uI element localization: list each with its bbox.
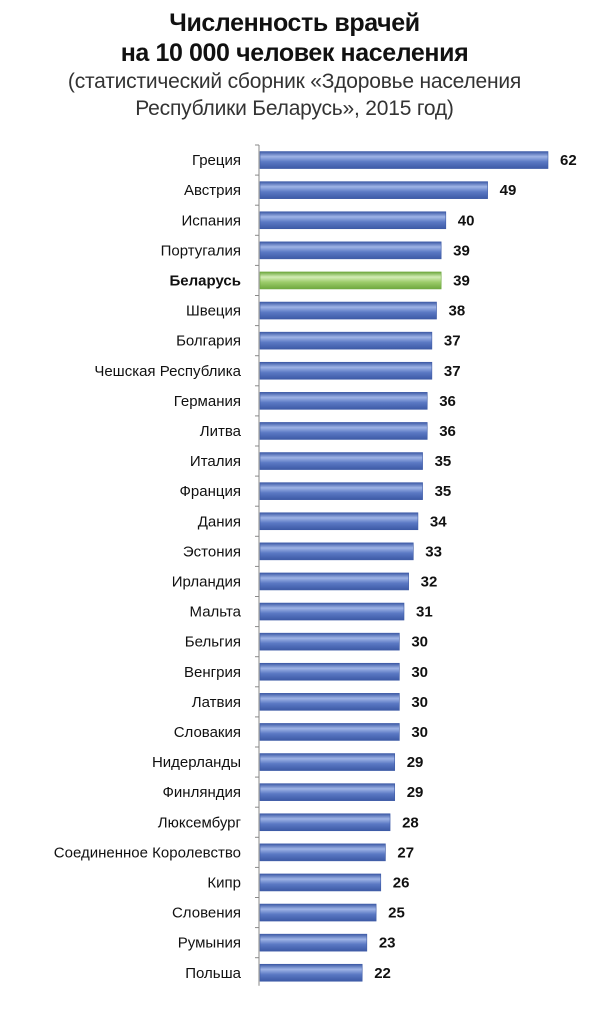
category-label: Латвия xyxy=(192,694,241,711)
category-label: Чешская Республика xyxy=(94,363,241,380)
category-label: Португалия xyxy=(161,242,241,259)
bar xyxy=(259,632,400,651)
category-label: Люксембург xyxy=(158,814,242,831)
bar xyxy=(259,241,442,260)
bar xyxy=(259,422,428,440)
bar xyxy=(259,662,400,681)
category-label: Италия xyxy=(190,453,241,470)
bar xyxy=(259,542,414,561)
value-label: 22 xyxy=(374,965,391,982)
bar xyxy=(259,361,433,380)
chart-title-block: Численность врачей на 10 000 человек нас… xyxy=(0,8,589,122)
category-label: Словения xyxy=(172,905,241,922)
value-label: 27 xyxy=(397,844,414,861)
value-label: 35 xyxy=(435,453,452,470)
value-label: 25 xyxy=(388,905,405,922)
value-label: 30 xyxy=(411,664,428,681)
value-label: 32 xyxy=(421,573,438,590)
value-label: 31 xyxy=(416,604,433,621)
value-label: 62 xyxy=(560,152,577,169)
category-label: Германия xyxy=(174,393,241,410)
category-label: Австрия xyxy=(184,182,241,199)
value-label: 40 xyxy=(458,212,475,229)
value-label: 35 xyxy=(435,483,452,500)
value-label: 37 xyxy=(444,333,461,350)
bar xyxy=(259,963,363,982)
bar xyxy=(259,512,419,531)
category-label: Румыния xyxy=(178,935,241,952)
value-label: 30 xyxy=(411,694,428,711)
category-label: Ирландия xyxy=(172,573,241,590)
category-label: Польша xyxy=(185,965,241,982)
bar xyxy=(259,151,549,169)
category-label: Франция xyxy=(180,483,241,500)
bar xyxy=(259,783,396,801)
bar xyxy=(259,813,391,832)
category-label: Греция xyxy=(192,152,241,169)
category-label: Бельгия xyxy=(185,634,241,651)
bar xyxy=(259,843,386,862)
chart-subtitle-line-2: Республики Беларусь», 2015 год) xyxy=(135,97,454,120)
bar xyxy=(259,331,433,350)
bar xyxy=(259,933,368,952)
bar xyxy=(259,392,428,410)
value-label: 29 xyxy=(407,784,424,801)
value-label: 49 xyxy=(500,182,517,199)
category-label: Болгария xyxy=(176,333,241,350)
value-label: 30 xyxy=(411,634,428,651)
value-label: 30 xyxy=(411,724,428,741)
chart-title-line-2: на 10 000 человек населения xyxy=(120,39,469,67)
value-label: 37 xyxy=(444,363,461,380)
value-label: 38 xyxy=(449,303,466,320)
category-label: Словакия xyxy=(174,724,241,741)
category-label: Кипр xyxy=(207,874,241,891)
value-label: 26 xyxy=(393,874,410,891)
category-label: Испания xyxy=(181,212,241,229)
bar xyxy=(259,873,382,892)
value-label: 23 xyxy=(379,935,396,952)
value-label: 29 xyxy=(407,754,424,771)
bar xyxy=(259,693,400,711)
value-label: 34 xyxy=(430,513,447,530)
category-label: Эстония xyxy=(183,543,241,560)
bar xyxy=(259,602,405,621)
bar xyxy=(259,301,437,320)
value-label: 33 xyxy=(425,543,442,560)
chart-subtitle-line-1: (статистический сборник «Здоровье населе… xyxy=(67,70,522,93)
bar xyxy=(259,903,377,922)
bar xyxy=(259,572,409,591)
category-label: Нидерланды xyxy=(152,754,241,771)
category-label: Мальта xyxy=(190,604,242,621)
bar xyxy=(259,723,400,741)
value-label: 28 xyxy=(402,814,419,831)
bar xyxy=(259,482,423,500)
bar xyxy=(259,211,447,230)
category-label: Финляндия xyxy=(163,784,241,801)
bar xyxy=(259,181,488,199)
value-label: 36 xyxy=(439,423,456,440)
category-label: Литва xyxy=(200,423,242,440)
value-label: 39 xyxy=(453,272,470,289)
category-label: Дания xyxy=(198,513,241,530)
bar xyxy=(259,753,396,771)
category-label: Беларусь xyxy=(170,272,242,289)
value-label: 39 xyxy=(453,242,470,259)
category-label: Венгрия xyxy=(184,664,241,681)
value-label: 36 xyxy=(439,393,456,410)
bar-highlight xyxy=(259,271,442,290)
category-label: Соединенное Королевство xyxy=(54,844,241,861)
chart-title-line-1: Численность врачей xyxy=(169,9,420,37)
category-label: Швеция xyxy=(186,303,241,320)
bar xyxy=(259,452,423,470)
